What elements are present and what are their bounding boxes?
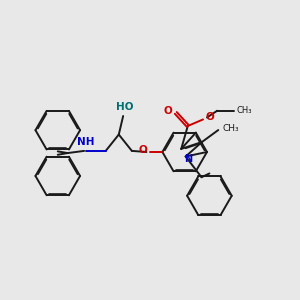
Text: NH: NH bbox=[77, 137, 95, 147]
Text: N: N bbox=[184, 154, 193, 164]
Text: O: O bbox=[205, 112, 214, 122]
Text: HO: HO bbox=[116, 102, 134, 112]
Text: O: O bbox=[163, 106, 172, 116]
Text: O: O bbox=[139, 145, 147, 155]
Text: CH₃: CH₃ bbox=[222, 124, 239, 133]
Text: CH₃: CH₃ bbox=[236, 106, 252, 115]
